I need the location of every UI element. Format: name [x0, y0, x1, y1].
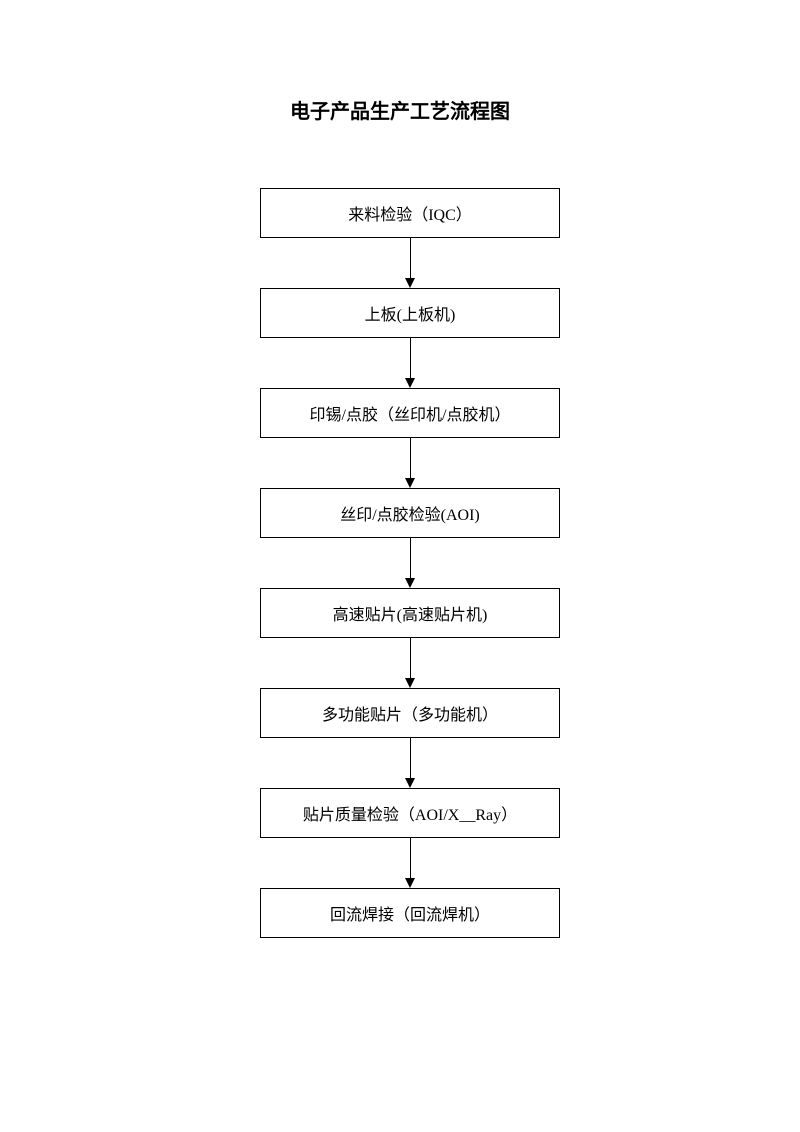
- flowchart-node-label: 印锡/点胶（丝印机/点胶机）: [310, 401, 511, 425]
- flowchart-node-7: 回流焊接（回流焊机）: [260, 888, 560, 938]
- flowchart-arrow-line-3: [410, 538, 411, 578]
- flowchart-arrow-head-5: [405, 778, 415, 788]
- flowchart-node-label: 上板(上板机): [365, 301, 456, 325]
- flowchart-node-label: 丝印/点胶检验(AOI): [340, 501, 480, 525]
- flowchart-arrow-head-1: [405, 378, 415, 388]
- flowchart-arrow-line-1: [410, 338, 411, 378]
- flowchart-container: 来料检验（IQC） 上板(上板机) 印锡/点胶（丝印机/点胶机） 丝印/点胶检验(AO…: [0, 0, 800, 1132]
- flowchart-arrow-line-0: [410, 238, 411, 278]
- flowchart-arrow-head-4: [405, 678, 415, 688]
- flowchart-node-4: 高速贴片(高速贴片机): [260, 588, 560, 638]
- flowchart-arrow-line-5: [410, 738, 411, 778]
- flowchart-node-0: 来料检验（IQC）: [260, 188, 560, 238]
- flowchart-node-3: 丝印/点胶检验(AOI): [260, 488, 560, 538]
- flowchart-arrow-line-2: [410, 438, 411, 478]
- flowchart-arrow-line-6: [410, 838, 411, 878]
- flowchart-node-label: 多功能贴片（多功能机）: [322, 701, 498, 725]
- flowchart-arrow-head-0: [405, 278, 415, 288]
- flowchart-arrow-head-3: [405, 578, 415, 588]
- flowchart-node-6: 贴片质量检验（AOI/X__Ray）: [260, 788, 560, 838]
- flowchart-node-label: 高速贴片(高速贴片机): [333, 601, 488, 625]
- flowchart-node-label: 贴片质量检验（AOI/X__Ray）: [303, 801, 517, 825]
- flowchart-arrow-head-2: [405, 478, 415, 488]
- flowchart-node-1: 上板(上板机): [260, 288, 560, 338]
- flowchart-node-label: 来料检验（IQC）: [348, 201, 472, 225]
- flowchart-node-2: 印锡/点胶（丝印机/点胶机）: [260, 388, 560, 438]
- flowchart-node-label: 回流焊接（回流焊机）: [330, 901, 490, 925]
- flowchart-node-5: 多功能贴片（多功能机）: [260, 688, 560, 738]
- flowchart-arrow-head-6: [405, 878, 415, 888]
- flowchart-arrow-line-4: [410, 638, 411, 678]
